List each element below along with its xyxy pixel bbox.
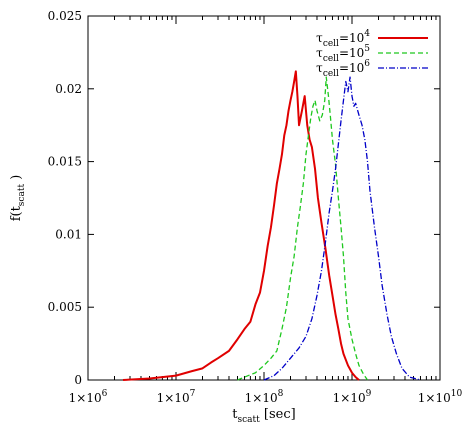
y-tick-label: 0 [74,373,82,387]
y-tick-label: 0.005 [48,300,82,314]
series-line-1 [122,70,360,381]
x-tick-label: 1×1010 [418,389,463,405]
x-tick-label: 1×106 [69,389,108,405]
plot-frame [87,15,441,381]
y-tick-label: 0.025 [48,9,82,23]
series-line-2 [237,76,369,381]
legend-label-2: τcell=105 [316,44,370,64]
legend-label-3: τcell=106 [316,59,370,79]
y-tick-label: 0.01 [55,227,82,241]
series-line-3 [263,76,421,381]
x-axis-ticks: 1×106 1×107 1×108 1×109 1×1010 [69,16,463,405]
y-axis-ticks: 0 0.005 0.01 0.015 0.02 0.025 [48,9,440,387]
y-tick-label: 0.015 [48,155,82,169]
legend-label-1: τcell=104 [316,29,370,49]
x-axis-label: tscatt [sec] [232,407,295,425]
y-tick-label: 0.02 [55,82,82,96]
x-tick-label: 1×109 [333,389,372,405]
series-lines [122,70,421,381]
y-axis-label: f(tscatt ) [9,175,27,222]
x-tick-label: 1×107 [157,389,196,405]
x-tick-label: 1×108 [245,389,284,405]
